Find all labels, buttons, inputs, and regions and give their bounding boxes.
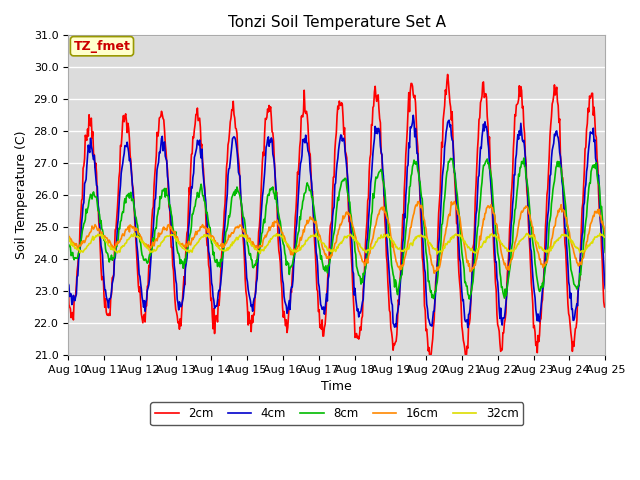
8cm bbox=[418, 194, 426, 200]
16cm bbox=[402, 252, 410, 257]
8cm bbox=[184, 246, 191, 252]
8cm bbox=[520, 155, 527, 161]
2cm bbox=[212, 312, 220, 318]
16cm bbox=[64, 231, 72, 237]
X-axis label: Time: Time bbox=[321, 380, 352, 393]
32cm bbox=[419, 234, 426, 240]
4cm bbox=[410, 112, 417, 118]
4cm bbox=[602, 286, 609, 291]
Line: 32cm: 32cm bbox=[68, 233, 605, 254]
8cm bbox=[602, 250, 609, 255]
32cm bbox=[129, 234, 137, 240]
8cm bbox=[465, 296, 473, 302]
8cm bbox=[64, 243, 72, 249]
16cm bbox=[184, 244, 191, 250]
2cm bbox=[444, 72, 451, 77]
32cm bbox=[433, 251, 441, 257]
2cm bbox=[74, 262, 82, 268]
2cm bbox=[463, 355, 470, 360]
Y-axis label: Soil Temperature (C): Soil Temperature (C) bbox=[15, 131, 28, 259]
32cm bbox=[131, 230, 138, 236]
2cm bbox=[602, 304, 609, 310]
4cm bbox=[184, 244, 191, 250]
4cm bbox=[129, 193, 137, 199]
Line: 8cm: 8cm bbox=[68, 158, 605, 299]
2cm bbox=[184, 228, 191, 234]
32cm bbox=[403, 247, 410, 253]
Text: TZ_fmet: TZ_fmet bbox=[74, 40, 131, 53]
16cm bbox=[418, 203, 426, 208]
2cm bbox=[402, 152, 410, 157]
4cm bbox=[64, 281, 72, 287]
16cm bbox=[74, 247, 82, 252]
2cm bbox=[64, 283, 72, 288]
16cm bbox=[430, 270, 438, 276]
2cm bbox=[418, 229, 426, 235]
4cm bbox=[464, 324, 472, 330]
4cm bbox=[402, 193, 410, 199]
2cm bbox=[129, 185, 137, 191]
32cm bbox=[213, 243, 221, 249]
4cm bbox=[74, 273, 82, 278]
8cm bbox=[212, 259, 220, 265]
32cm bbox=[64, 233, 72, 239]
Line: 4cm: 4cm bbox=[68, 115, 605, 327]
32cm bbox=[184, 247, 192, 253]
16cm bbox=[212, 242, 220, 248]
16cm bbox=[451, 199, 458, 204]
4cm bbox=[212, 303, 220, 309]
8cm bbox=[402, 228, 410, 234]
4cm bbox=[419, 230, 426, 236]
Line: 16cm: 16cm bbox=[68, 202, 605, 273]
32cm bbox=[602, 235, 609, 240]
32cm bbox=[74, 246, 82, 252]
16cm bbox=[602, 231, 609, 237]
16cm bbox=[129, 224, 137, 230]
Legend: 2cm, 4cm, 8cm, 16cm, 32cm: 2cm, 4cm, 8cm, 16cm, 32cm bbox=[150, 402, 524, 425]
Line: 2cm: 2cm bbox=[68, 74, 605, 358]
8cm bbox=[129, 196, 137, 202]
8cm bbox=[74, 253, 82, 259]
Title: Tonzi Soil Temperature Set A: Tonzi Soil Temperature Set A bbox=[228, 15, 445, 30]
